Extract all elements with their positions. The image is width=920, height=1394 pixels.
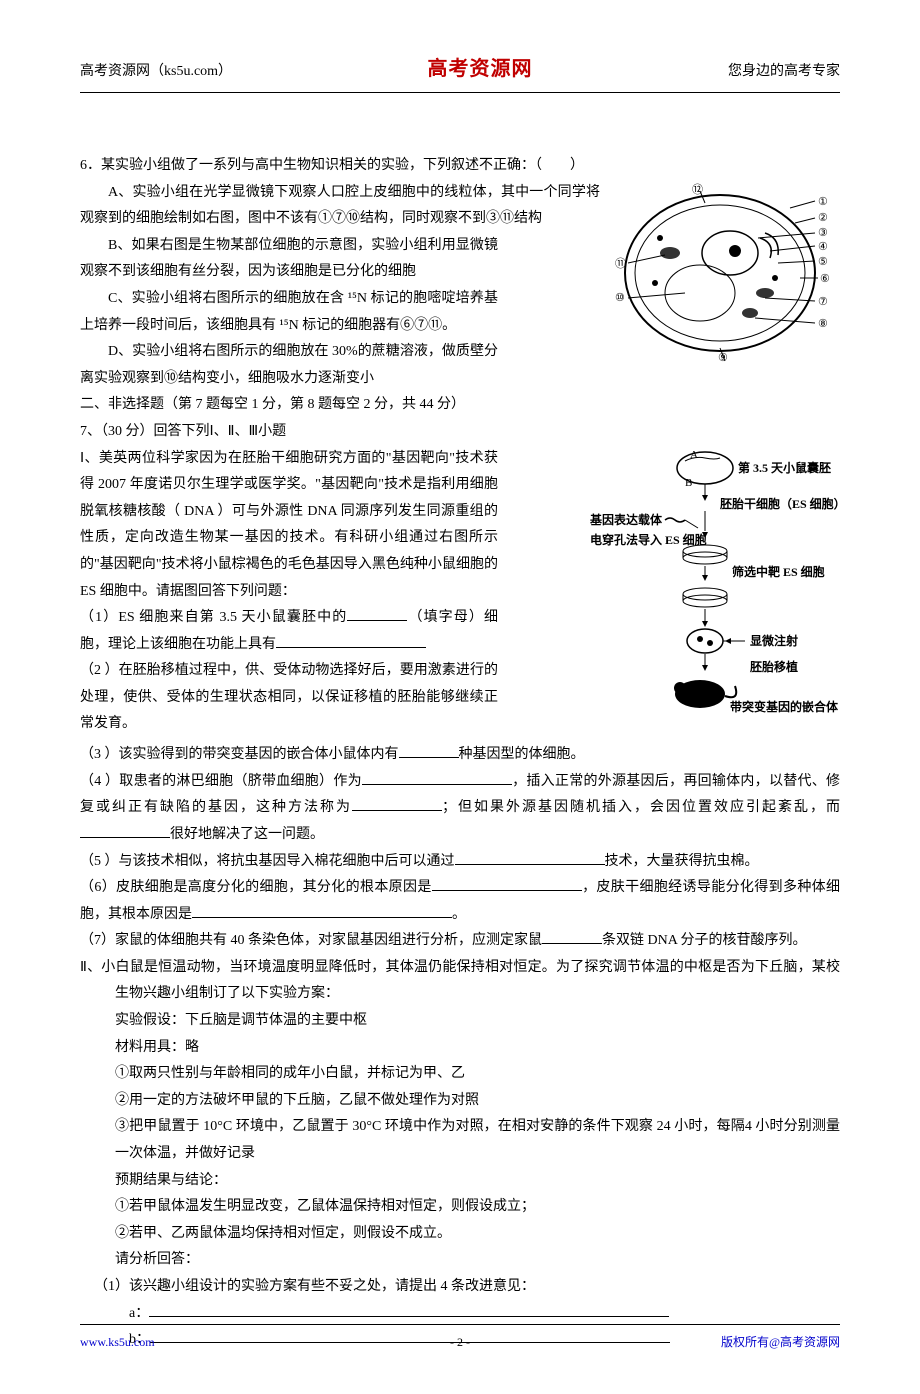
svg-text:⑪: ⑪ bbox=[615, 257, 626, 270]
header-right: 您身边的高考专家 bbox=[728, 59, 840, 86]
blank[interactable] bbox=[352, 797, 442, 811]
q7-i4-d: 很好地解决了这一问题。 bbox=[170, 827, 324, 842]
svg-text:①: ① bbox=[818, 196, 828, 208]
q7-ii-p2: ②若甲、乙两鼠体温均保持相对恒定，则假设不成立。 bbox=[80, 1221, 840, 1248]
header-left: 高考资源网（ks5u.com） bbox=[80, 59, 232, 86]
svg-text:筛选中靶 ES 细胞: 筛选中靶 ES 细胞 bbox=[732, 564, 825, 579]
blank[interactable] bbox=[362, 771, 512, 785]
q7-ii-intro: Ⅱ、小白鼠是恒温动物，当环境温度明显降低时，其体温仍能保持相对恒定。为了探究调节… bbox=[80, 955, 840, 1008]
q7-i6-c: 。 bbox=[452, 907, 466, 922]
q6-d: D、实验小组将右图所示的细胞放在 30%的蔗糖溶液，做质壁分离实验观察到⑩结构变… bbox=[80, 339, 498, 392]
blank[interactable] bbox=[149, 1303, 669, 1317]
q7-ii-q1: （1）该兴趣小组设计的实验方案有些不妥之处，请提出 4 条改进意见： bbox=[80, 1274, 840, 1301]
q7-i4-c: ；但如果外源基因随机插入，会因位置效应引起紊乱，而 bbox=[442, 800, 840, 815]
footer-right: 版权所有@高考资源网 bbox=[721, 1331, 840, 1354]
svg-text:⑥: ⑥ bbox=[820, 273, 830, 285]
q7-i7-b: 条双链 DNA 分子的核苷酸序列。 bbox=[602, 933, 807, 948]
svg-text:⑦: ⑦ bbox=[818, 296, 828, 308]
cell-diagram: ① ② ③ ④ ⑤ ⑥ ⑦ ⑧ ⑨ ⑩ ⑪ ⑫ bbox=[610, 183, 840, 374]
svg-text:显微注射: 显微注射 bbox=[750, 633, 798, 648]
blank[interactable] bbox=[347, 607, 407, 621]
svg-text:④: ④ bbox=[818, 241, 828, 253]
footer-left: www.ks5u.com bbox=[80, 1331, 155, 1354]
svg-text:③: ③ bbox=[818, 227, 828, 239]
label-a: a： bbox=[129, 1306, 149, 1321]
q7-ii-hyp: 实验假设：下丘脑是调节体温的主要中枢 bbox=[80, 1008, 840, 1035]
svg-text:第 3.5 天小鼠囊胚: 第 3.5 天小鼠囊胚 bbox=[738, 460, 831, 475]
q7-i3: （3 ）该实验得到的带突变基因的嵌合体小鼠体内有 种基因型的体细胞。 bbox=[80, 742, 840, 769]
svg-text:胚胎干细胞（ES 细胞）: 胚胎干细胞（ES 细胞） bbox=[720, 496, 840, 511]
blank[interactable] bbox=[192, 904, 452, 918]
blank[interactable] bbox=[399, 744, 459, 758]
svg-text:A: A bbox=[690, 449, 698, 461]
q7-i4: （4 ）取患者的淋巴细胞（脐带血细胞）作为，插入正常的外源基因后，再回输体内，以… bbox=[80, 769, 840, 849]
q7-i3-a: （3 ）该实验得到的带突变基因的嵌合体小鼠体内有 bbox=[80, 747, 399, 762]
q7-i6-a: （6）皮肤细胞是高度分化的细胞，其分化的根本原因是 bbox=[80, 880, 432, 895]
svg-text:⑨: ⑨ bbox=[718, 352, 728, 363]
svg-text:基因表达载体: 基因表达载体 bbox=[590, 512, 663, 527]
section2-heading: 二、非选择题（第 7 题每空 1 分，第 8 题每空 2 分，共 44 分） bbox=[80, 392, 840, 419]
q7-ii-mat: 材料用具：略 bbox=[80, 1035, 840, 1062]
blank[interactable] bbox=[432, 877, 582, 891]
q7-i4-a: （4 ）取患者的淋巴细胞（脐带血细胞）作为 bbox=[80, 774, 362, 789]
svg-text:⑧: ⑧ bbox=[818, 318, 828, 330]
q7-i7-a: （7）家鼠的体细胞共有 40 条染色体，对家鼠基因组进行分析，应测定家鼠 bbox=[80, 933, 542, 948]
page-footer: www.ks5u.com - 2 - 版权所有@高考资源网 bbox=[80, 1324, 840, 1354]
svg-text:胚胎移植: 胚胎移植 bbox=[750, 659, 798, 674]
q7-ii-s1: ①取两只性别与年龄相同的成年小白鼠，并标记为甲、乙 bbox=[80, 1061, 840, 1088]
svg-text:⑩: ⑩ bbox=[615, 292, 625, 304]
blank[interactable] bbox=[276, 634, 426, 648]
q7-i1: （1）ES 细胞来自第 3.5 天小鼠囊胚中的（填字母）细胞，理论上该细胞在功能… bbox=[80, 605, 498, 658]
flow-diagram: A B 第 3.5 天小鼠囊胚 胚胎干细胞（ES 细胞） 基因表达载体 电穿孔法… bbox=[590, 446, 840, 737]
svg-text:B: B bbox=[685, 477, 692, 489]
svg-text:电穿孔法导入 ES 细胞: 电穿孔法导入 ES 细胞 bbox=[590, 532, 707, 547]
q6-b: B、如果右图是生物某部位细胞的示意图，实验小组利用显微镜观察不到该细胞有丝分裂，… bbox=[80, 233, 498, 286]
main-content: ① ② ③ ④ ⑤ ⑥ ⑦ ⑧ ⑨ ⑩ ⑪ ⑫ 6．某实验小组做了一系列与高中生… bbox=[80, 153, 840, 1354]
svg-text:⑤: ⑤ bbox=[818, 256, 828, 268]
q7-i1-a: （1）ES 细胞来自第 3.5 天小鼠囊胚中的 bbox=[80, 610, 347, 625]
q7-i6: （6）皮肤细胞是高度分化的细胞，其分化的根本原因是，皮肤干细胞经诱导能分化得到多… bbox=[80, 875, 840, 928]
q6-c: C、实验小组将右图所示的细胞放在含 ¹⁵N 标记的胞嘧啶培养基上培养一段时间后，… bbox=[80, 286, 498, 339]
blank[interactable] bbox=[80, 824, 170, 838]
footer-page-number: - 2 - bbox=[450, 1331, 470, 1354]
header-center: 高考资源网 bbox=[428, 50, 533, 88]
q7-i7: （7）家鼠的体细胞共有 40 条染色体，对家鼠基因组进行分析，应测定家鼠 条双链 … bbox=[80, 928, 840, 955]
q7-i5-a: （5 ）与该技术相似，将抗虫基因导入棉花细胞中后可以通过 bbox=[80, 854, 455, 869]
q7-ii-ask: 请分析回答： bbox=[80, 1247, 840, 1274]
blank[interactable] bbox=[542, 930, 602, 944]
blank[interactable] bbox=[455, 851, 605, 865]
q7-i5: （5 ）与该技术相似，将抗虫基因导入棉花细胞中后可以通过 技术，大量获得抗虫棉。 bbox=[80, 849, 840, 876]
page-header: 高考资源网（ks5u.com） 高考资源网 您身边的高考专家 bbox=[80, 50, 840, 93]
q7-stem: 7、（30 分）回答下列Ⅰ、Ⅱ、Ⅲ小题 bbox=[80, 419, 840, 446]
q7-ii-s2: ②用一定的方法破坏甲鼠的下丘脑，乙鼠不做处理作为对照 bbox=[80, 1088, 840, 1115]
q6-stem: 6．某实验小组做了一系列与高中生物知识相关的实验，下列叙述不正确：（ ） bbox=[80, 153, 840, 180]
svg-text:⑫: ⑫ bbox=[692, 183, 703, 196]
q7-i3-b: 种基因型的体细胞。 bbox=[459, 747, 585, 762]
q7-i5-b: 技术，大量获得抗虫棉。 bbox=[605, 854, 759, 869]
q7-ii-p1: ①若甲鼠体温发生明显改变，乙鼠体温保持相对恒定，则假设成立； bbox=[80, 1194, 840, 1221]
q7-i-intro: Ⅰ、美英两位科学家因为在胚胎干细胞研究方面的"基因靶向"技术获得 2007 年度… bbox=[80, 446, 498, 606]
q7-ii-s3: ③把甲鼠置于 10°C 环境中，乙鼠置于 30°C 环境中作为对照，在相对安静的… bbox=[80, 1114, 840, 1167]
q7-i2: （2 ）在胚胎移植过程中，供、受体动物选择好后，要用激素进行的处理，使供、受体的… bbox=[80, 658, 498, 738]
svg-text:②: ② bbox=[818, 212, 828, 224]
svg-text:带突变基因的嵌合体: 带突变基因的嵌合体 bbox=[730, 699, 839, 714]
q7-ii-pred: 预期结果与结论： bbox=[80, 1168, 840, 1195]
